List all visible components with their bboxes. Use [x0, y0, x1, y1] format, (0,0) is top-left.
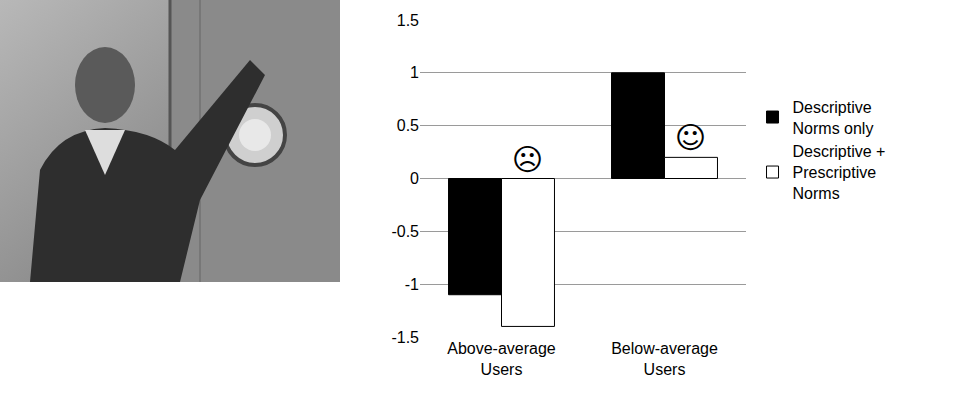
svg-text:DescriptiveNorms only: DescriptiveNorms only	[793, 99, 874, 137]
svg-text:Descriptive +PrescriptiveNorms: Descriptive +PrescriptiveNorms	[793, 143, 886, 202]
svg-text:0: 0	[410, 170, 419, 187]
svg-text:-0.5: -0.5	[391, 223, 419, 240]
svg-text:1.5: 1.5	[397, 12, 419, 29]
svg-text:-1.5: -1.5	[391, 329, 419, 346]
svg-text:0.5: 0.5	[397, 117, 419, 134]
svg-text:1: 1	[410, 64, 419, 81]
svg-text:☺: ☺	[675, 120, 706, 155]
svg-text:Below-averageUsers: Below-averageUsers	[611, 340, 718, 378]
svg-text:Above-averageUsers: Above-averageUsers	[447, 340, 556, 378]
svg-text:☹: ☹	[512, 142, 543, 177]
svg-text:-1: -1	[405, 276, 419, 293]
